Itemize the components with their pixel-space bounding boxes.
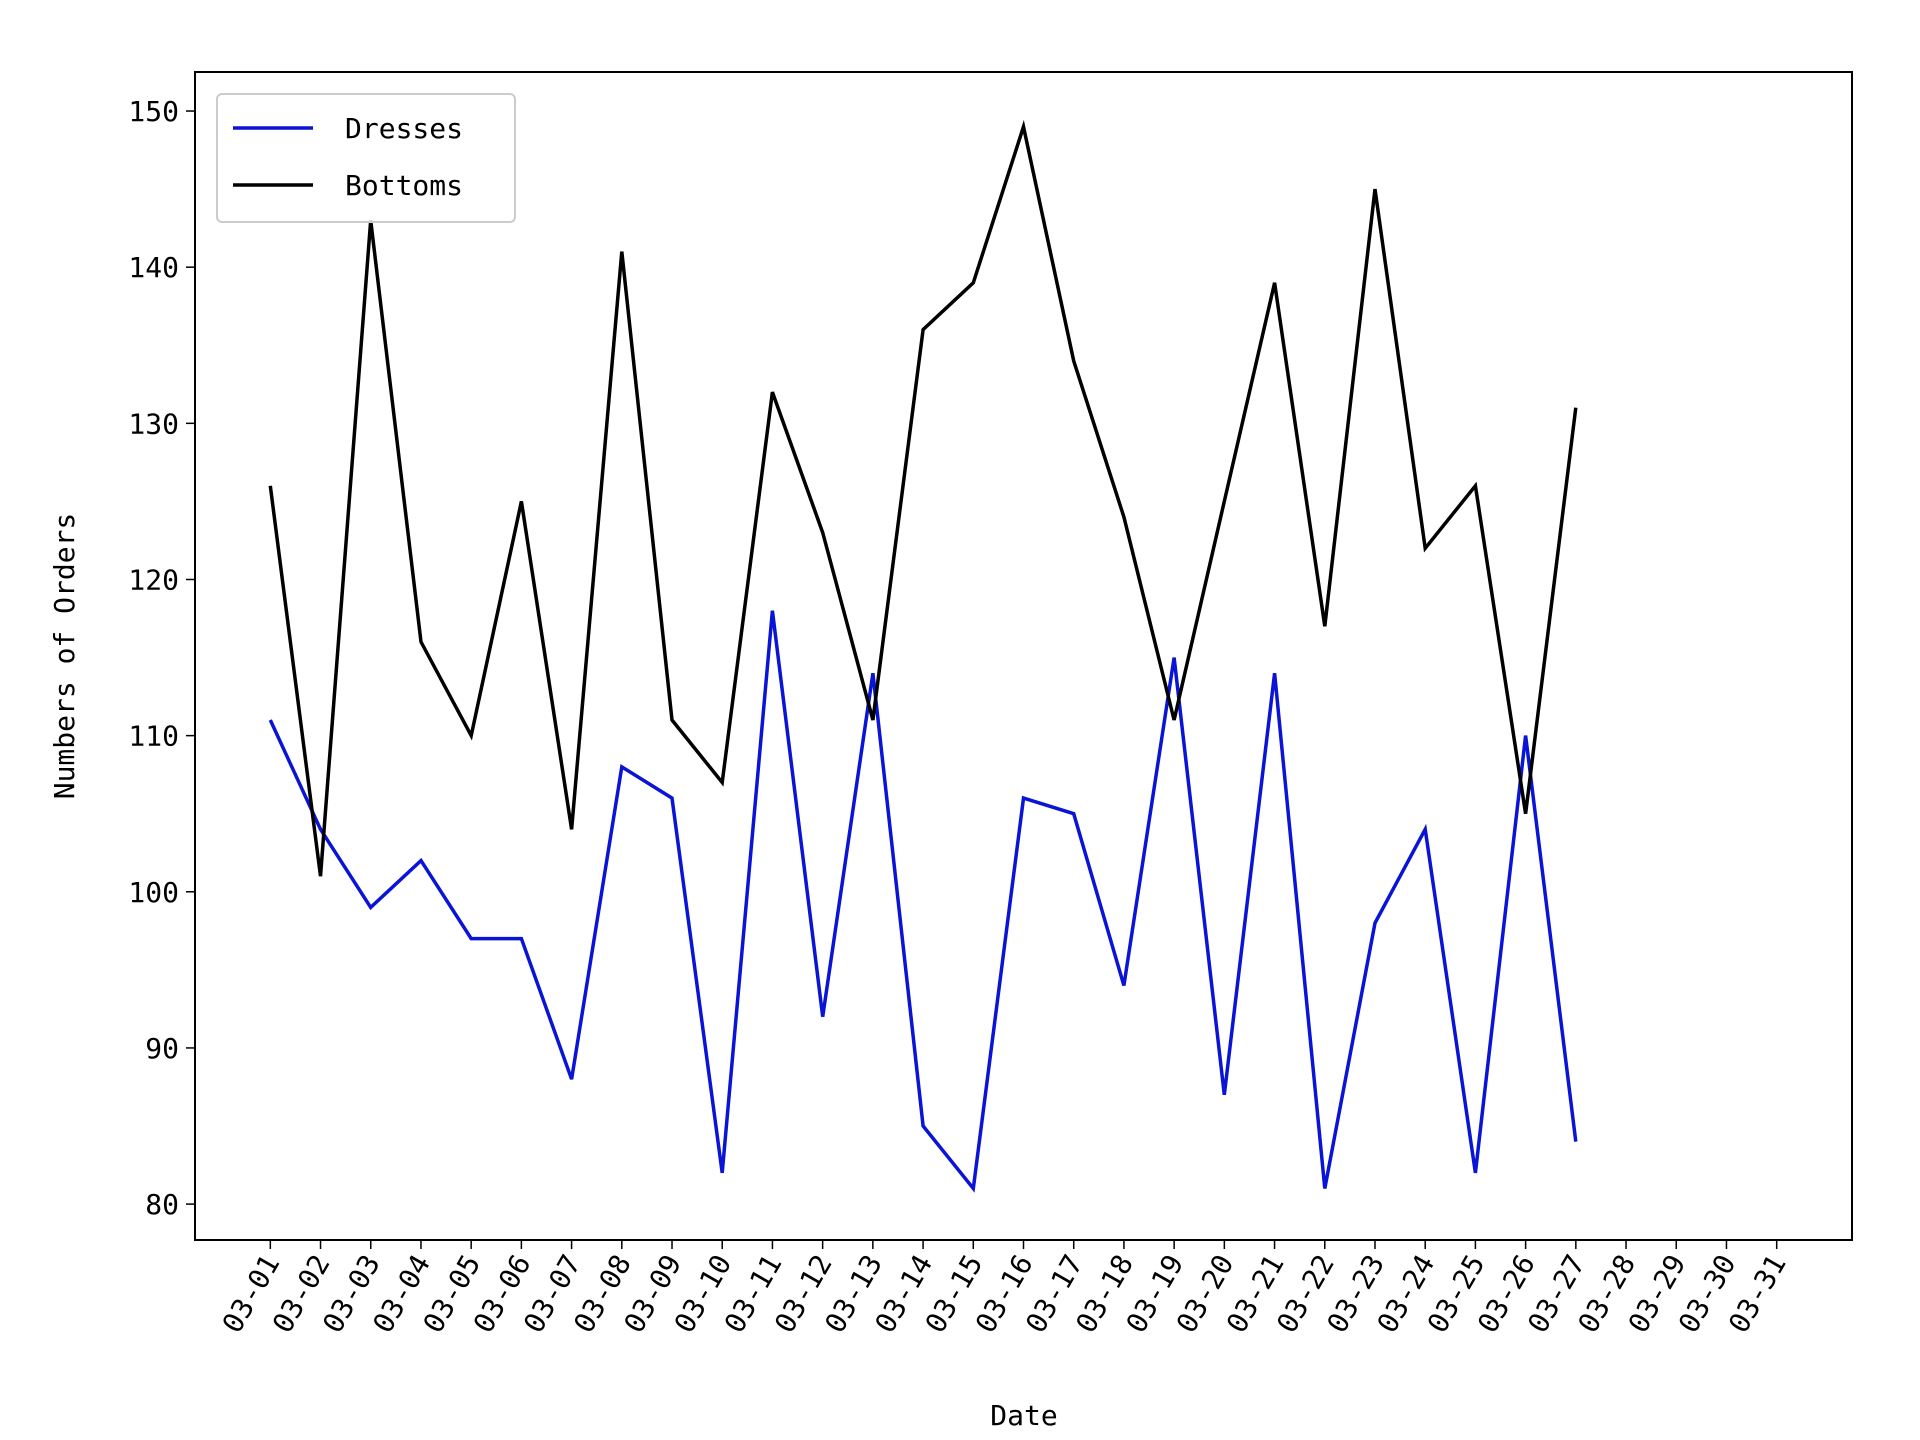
y-axis-label: Numbers of Orders — [48, 513, 81, 800]
legend-label: Dresses — [345, 112, 463, 145]
legend-box — [216, 93, 516, 223]
y-tick-label: 140 — [128, 251, 179, 284]
y-tick-label: 150 — [128, 95, 179, 128]
y-tick-label: 120 — [128, 563, 179, 596]
y-tick-label: 100 — [128, 876, 179, 909]
y-tick-label: 80 — [145, 1188, 179, 1221]
plot-frame — [194, 71, 1853, 1241]
y-tick-label: 110 — [128, 720, 179, 753]
y-tick-label: 90 — [145, 1032, 179, 1065]
legend-label: Bottoms — [345, 169, 463, 202]
series-line — [268, 119, 1578, 877]
x-axis-label: Date — [990, 1399, 1057, 1432]
series-line — [268, 610, 1578, 1193]
y-tick-label: 130 — [128, 407, 179, 440]
